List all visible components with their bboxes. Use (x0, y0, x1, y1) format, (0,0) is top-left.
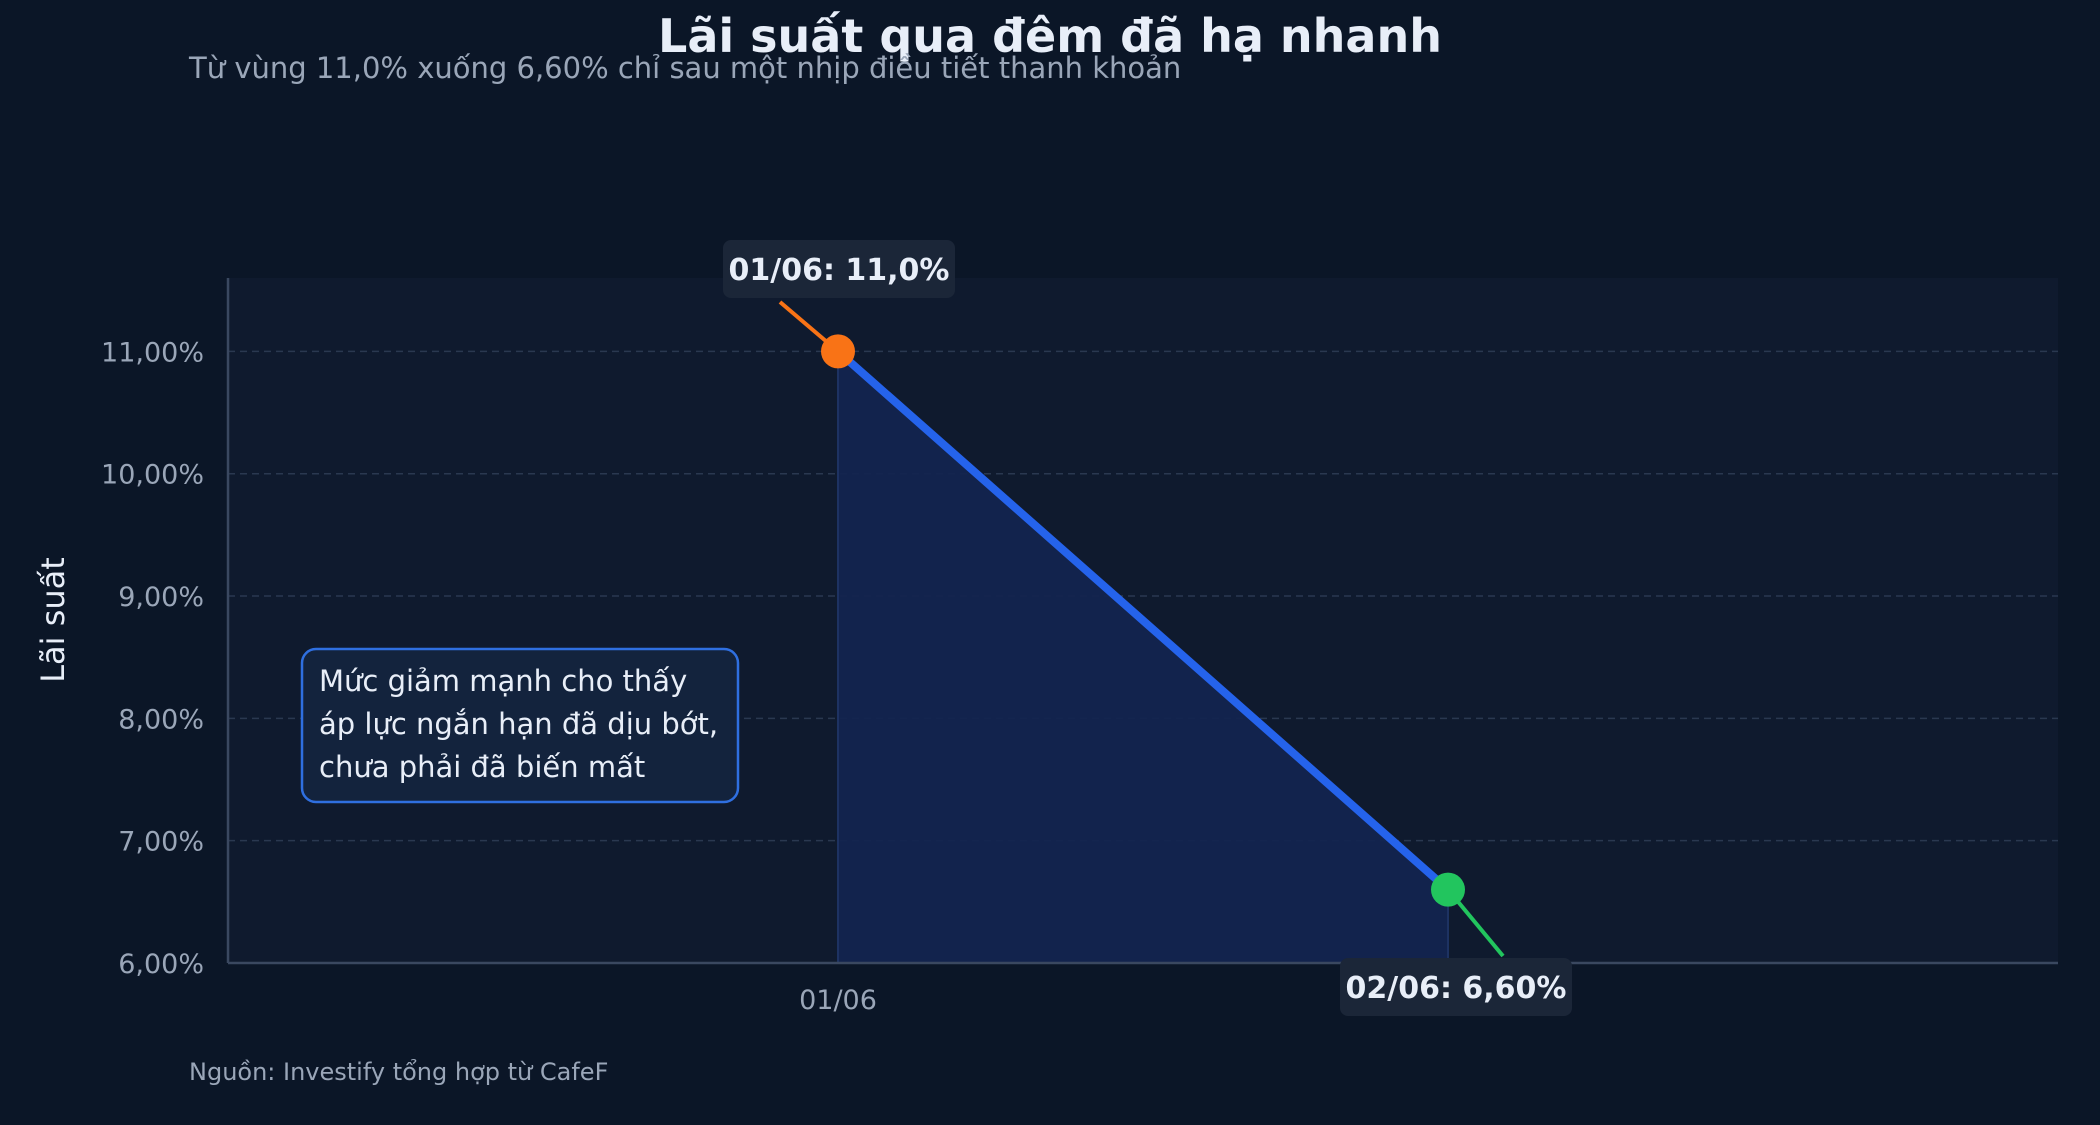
callout-leader (1446, 888, 1505, 958)
callout-box (723, 240, 955, 298)
data-label: 02/06: 6,60% (1346, 971, 1567, 1006)
data-label: 01/06: 11,0% (729, 253, 950, 288)
y-tick-label: 7,00% (118, 827, 204, 858)
annotation-line: chưa phải đã biến mất (319, 750, 645, 784)
y-tick-label: 6,00% (118, 949, 204, 980)
y-tick-label: 9,00% (118, 582, 204, 613)
y-tick-label: 11,00% (101, 337, 204, 368)
y-tick-label: 10,00% (101, 460, 204, 491)
annotation-box (300, 647, 740, 804)
y-tick-label: 8,00% (118, 704, 204, 735)
x-tick-label: 01/06 (799, 985, 877, 1016)
annotation-line: Mức giảm mạnh cho thấy (319, 664, 687, 698)
area-fill (838, 351, 1448, 964)
series-line (834, 347, 1452, 894)
source-note: Nguồn: Investify tổng hợp từ CafeF (189, 1058, 608, 1086)
y-axis-label: Lãi suất (34, 557, 72, 683)
callout-leader (778, 300, 840, 353)
callout-box (1340, 958, 1572, 1016)
chart-subtitle: Từ vùng 11,0% xuống 6,60% chỉ sau một nh… (188, 51, 1181, 85)
annotation-line: áp lực ngắn hạn đã dịu bớt, (319, 707, 718, 741)
chart-title: Lãi suất qua đêm đã hạ nhanh (658, 9, 1442, 63)
